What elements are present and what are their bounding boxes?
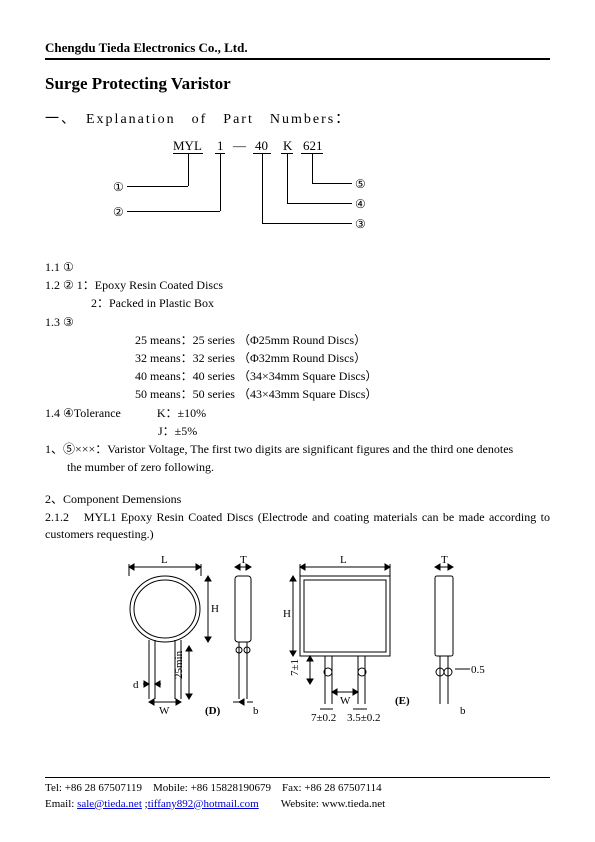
dimension-diagram: L T H d W 25min (D) b L H 7±1 W 7±0.2 3.…: [115, 554, 515, 724]
footer-line2: Email: sale@tieda.net ;tiffany892@hotmai…: [45, 797, 550, 812]
circle-4: ④: [355, 197, 366, 212]
footer-website: Website: www.tieda.net: [259, 798, 385, 810]
lbl-35: 3.5±0.2: [347, 712, 381, 724]
series-50: 50 means：50 series （43×43mm Square Discs…: [135, 386, 550, 402]
lbl-W2: W: [340, 695, 351, 707]
lbl-D: (D): [205, 705, 221, 717]
item-1-1: 1.1 ①: [45, 259, 550, 275]
circle-5: ⑤: [355, 177, 366, 192]
item-1-4b: J：±5%: [158, 423, 550, 439]
footer-email2[interactable]: tiffany892@hotmail.com: [148, 798, 259, 810]
pn-myl: MYL: [173, 138, 202, 154]
lbl-H1: H: [211, 603, 219, 615]
lbl-b2: b: [460, 705, 466, 717]
series-40: 40 means：40 series （34×34mm Square Discs…: [135, 368, 550, 384]
lbl-b1: b: [253, 705, 259, 717]
series-25: 25 means：25 series （Φ25mm Round Discs）: [135, 332, 550, 348]
section2-heading: 2、Component Demensions: [45, 491, 550, 507]
lbl-H2: H: [283, 608, 291, 620]
pn-621: 621: [303, 138, 323, 154]
item-1-2: 1.2 ② 1：Epoxy Resin Coated Discs: [45, 277, 550, 293]
circle-2: ②: [113, 205, 124, 220]
company-header: Chengdu Tieda Electronics Co., Ltd.: [45, 40, 550, 60]
item-1-5b: the mumber of zero following.: [67, 459, 550, 475]
lbl-E: (E): [395, 695, 410, 707]
section2-sub: 2.1.2 MYL1 Epoxy Resin Coated Discs (Ele…: [45, 509, 550, 541]
lbl-05: 0.5: [471, 664, 485, 676]
lbl-25min: 25min: [173, 650, 185, 679]
item-1-3: 1.3 ③: [45, 314, 550, 330]
section1-heading: 一、 Explanation of Part Numbers：: [45, 108, 550, 128]
lbl-T1: T: [240, 554, 247, 566]
footer: Tel: +86 28 67507119 Mobile: +86 1582819…: [45, 777, 550, 812]
pn-1: 1: [217, 138, 224, 154]
footer-line1: Tel: +86 28 67507119 Mobile: +86 1582819…: [45, 781, 550, 796]
lbl-d: d: [133, 679, 139, 691]
circle-1: ①: [113, 180, 124, 195]
item-1-4: 1.4 ④Tolerance K：±10%: [45, 405, 550, 421]
lbl-L2: L: [340, 554, 347, 566]
pn-40: 40: [255, 138, 268, 154]
lbl-7b: 7±0.2: [311, 712, 336, 724]
footer-email1[interactable]: sale@tieda.net: [77, 798, 142, 810]
part-number-diagram: MYL 1 — 40 K 621 ① ② ③ ④ ⑤: [155, 138, 550, 243]
item-1-5a: 1、⑤×××：Varistor Voltage, The first two d…: [45, 441, 550, 457]
lbl-W1: W: [159, 705, 170, 717]
page-title: Surge Protecting Varistor: [45, 74, 550, 94]
lbl-T2: T: [441, 554, 448, 566]
lbl-L1: L: [161, 554, 168, 566]
item-1-2b: 2：Packed in Plastic Box: [91, 295, 550, 311]
pn-k: K: [283, 138, 292, 154]
lbl-7a: 7±1: [289, 659, 301, 676]
pn-dash: —: [233, 138, 246, 154]
series-32: 32 means：32 series （Φ32mm Round Discs）: [135, 350, 550, 366]
footer-email-label: Email:: [45, 798, 77, 810]
circle-3: ③: [355, 217, 366, 232]
